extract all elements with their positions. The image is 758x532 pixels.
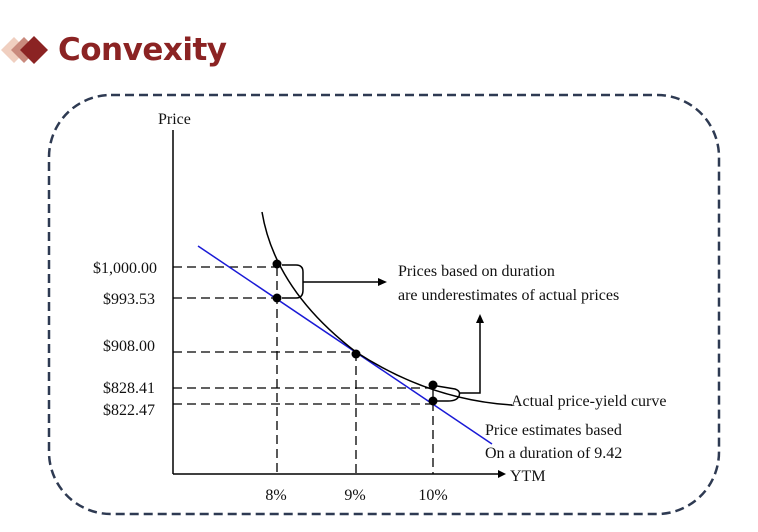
brace-10pct xyxy=(436,385,461,402)
curve-label: Actual price-yield curve xyxy=(511,393,666,410)
point-1000 xyxy=(272,259,282,269)
yield-label-8: 8% xyxy=(265,487,286,504)
y-axis-label: Price xyxy=(158,111,191,128)
price-label-908: $908.00 xyxy=(103,338,155,355)
tangent-label-line1: Price estimates based xyxy=(485,422,622,439)
guide-lines xyxy=(173,266,434,474)
data-points xyxy=(272,259,438,406)
diamond-bullet-icon xyxy=(1,36,48,64)
point-828 xyxy=(428,380,438,390)
dashed-frame xyxy=(47,93,721,516)
price-label-822: $822.47 xyxy=(103,402,155,419)
duration-tangent-line xyxy=(197,245,493,445)
price-label-1000: $1,000.00 xyxy=(93,260,157,277)
tangent-label-line2: On a duration of 9.42 xyxy=(485,445,622,462)
point-993 xyxy=(272,293,282,303)
brace-8pct xyxy=(282,264,304,299)
x-axis-label: YTM xyxy=(510,468,546,485)
yield-label-10: 10% xyxy=(418,487,447,504)
arrow-up-line xyxy=(459,321,481,394)
x-axis-arrow-icon xyxy=(498,470,506,478)
point-908 xyxy=(351,349,361,359)
annotation-underestimate-line2: are underestimates of actual prices xyxy=(398,287,619,304)
price-yield-curve xyxy=(261,211,513,406)
arrow-right-icon xyxy=(378,278,387,286)
price-label-993: $993.53 xyxy=(103,291,155,308)
price-label-828: $828.41 xyxy=(103,380,155,397)
annotation-underestimate-line1: Prices based on duration xyxy=(398,263,555,280)
point-822 xyxy=(428,396,438,406)
slide-title: Convexity xyxy=(58,32,227,68)
arrow-up-icon xyxy=(476,314,484,323)
yield-label-9: 9% xyxy=(344,487,365,504)
